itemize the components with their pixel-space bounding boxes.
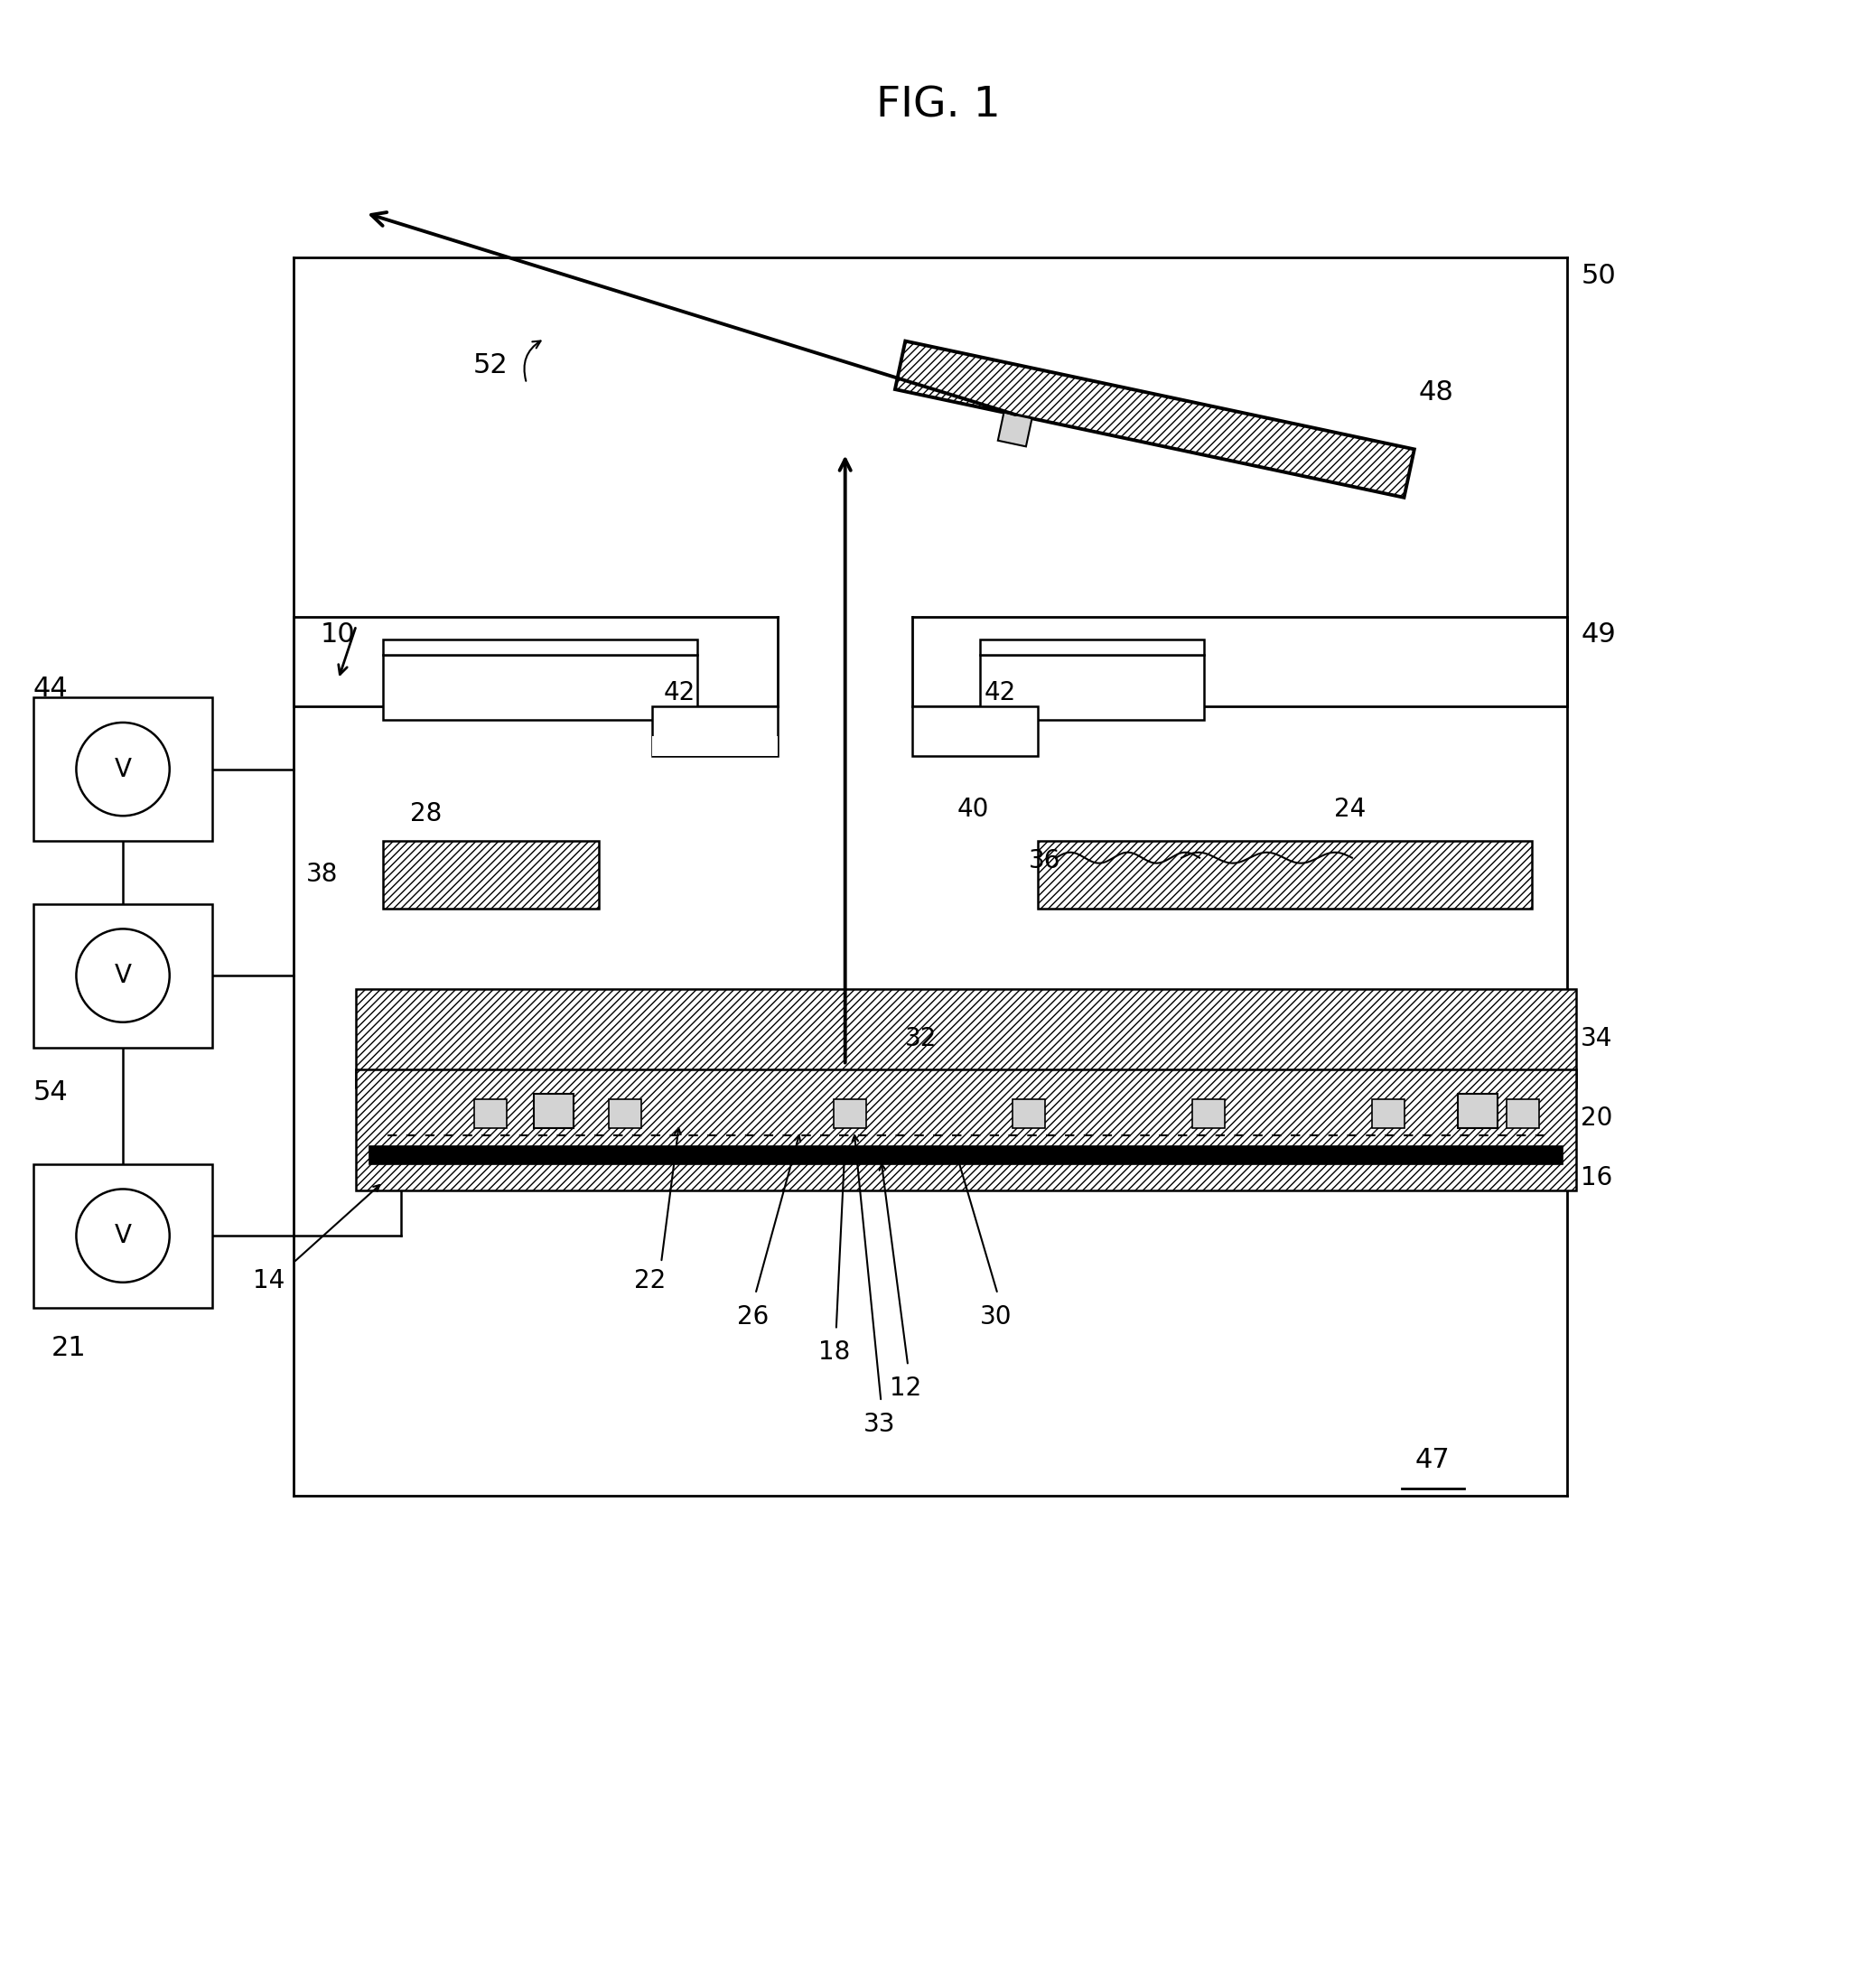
Bar xyxy=(1506,1099,1538,1128)
Bar xyxy=(912,707,1037,756)
Text: 20: 20 xyxy=(1581,1105,1613,1130)
Text: 21: 21 xyxy=(51,1335,86,1361)
Text: 40: 40 xyxy=(957,797,989,823)
Bar xyxy=(475,1099,507,1128)
Bar xyxy=(370,1146,1563,1164)
Text: 16: 16 xyxy=(1581,1166,1613,1189)
Bar xyxy=(34,697,212,841)
Bar xyxy=(535,1095,574,1128)
Text: V: V xyxy=(114,963,131,988)
Text: 26: 26 xyxy=(737,1303,769,1329)
Text: 18: 18 xyxy=(818,1339,850,1365)
Text: 42: 42 xyxy=(664,679,696,705)
Text: 50: 50 xyxy=(1581,262,1615,289)
Text: 38: 38 xyxy=(306,862,338,888)
Text: 42: 42 xyxy=(985,679,1017,705)
Bar xyxy=(356,988,1576,1087)
Text: 52: 52 xyxy=(473,352,508,378)
Text: 48: 48 xyxy=(1418,378,1454,406)
Text: 24: 24 xyxy=(1334,797,1366,823)
Text: 49: 49 xyxy=(1581,622,1615,648)
Text: 32: 32 xyxy=(906,1026,938,1051)
Text: 14: 14 xyxy=(253,1268,285,1294)
Text: FIG. 1: FIG. 1 xyxy=(876,85,1000,126)
Text: 28: 28 xyxy=(411,801,443,827)
Bar xyxy=(1193,1099,1225,1128)
Bar xyxy=(34,1164,212,1307)
Text: 12: 12 xyxy=(889,1376,921,1400)
Bar xyxy=(383,640,698,656)
Bar xyxy=(34,904,212,1048)
Bar xyxy=(383,841,598,908)
Bar xyxy=(1037,841,1531,908)
Text: V: V xyxy=(114,1223,131,1248)
Text: 30: 30 xyxy=(979,1303,1011,1329)
Bar xyxy=(979,640,1204,656)
Bar xyxy=(653,736,779,756)
Text: 54: 54 xyxy=(34,1079,68,1105)
Bar xyxy=(833,1099,867,1128)
Text: 36: 36 xyxy=(1030,849,1062,874)
Text: 10: 10 xyxy=(321,622,355,648)
Text: 34: 34 xyxy=(1581,1026,1613,1051)
Bar xyxy=(370,1146,1563,1164)
Bar xyxy=(383,656,698,721)
Polygon shape xyxy=(998,412,1032,447)
Bar xyxy=(653,707,779,756)
Text: 22: 22 xyxy=(634,1268,666,1294)
Text: 33: 33 xyxy=(863,1412,895,1437)
Bar xyxy=(356,1069,1576,1191)
Bar xyxy=(610,1099,642,1128)
Text: 47: 47 xyxy=(1415,1447,1450,1473)
Bar xyxy=(1458,1095,1497,1128)
Text: V: V xyxy=(114,756,131,782)
Bar xyxy=(979,656,1204,721)
Bar xyxy=(1013,1099,1045,1128)
Text: 44: 44 xyxy=(34,675,68,701)
Polygon shape xyxy=(895,341,1415,498)
Bar xyxy=(1371,1099,1403,1128)
